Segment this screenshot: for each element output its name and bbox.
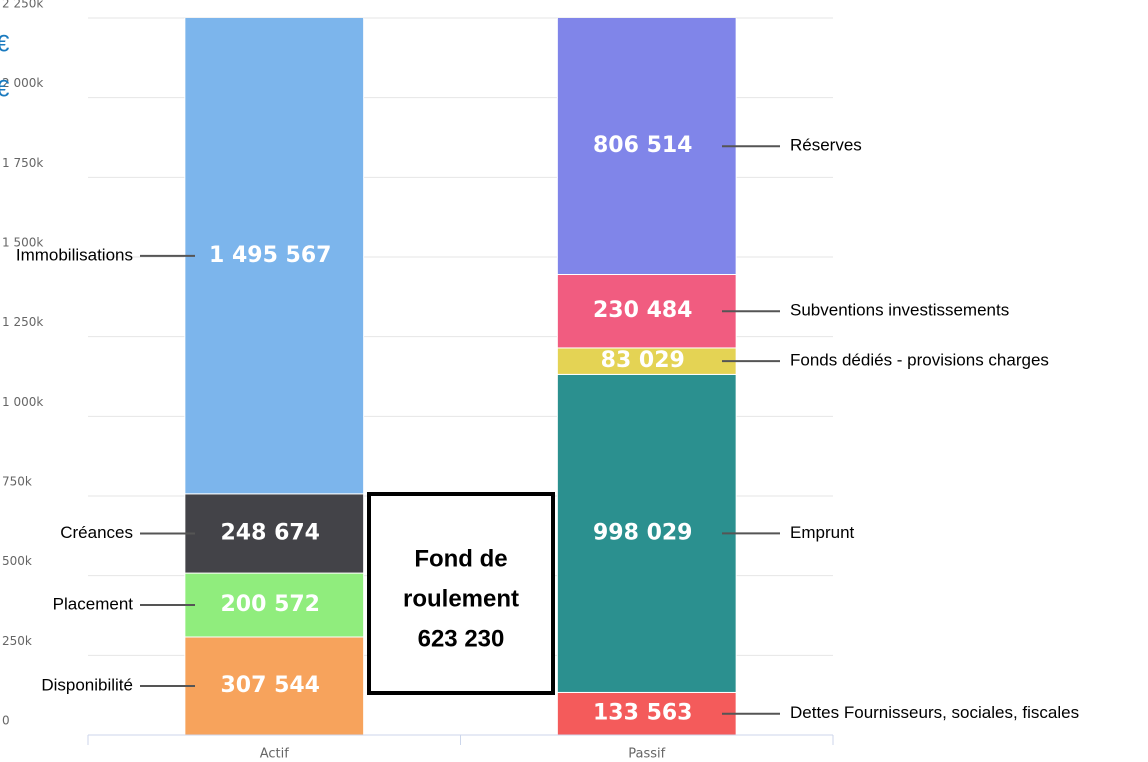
data-label: 806 514 (593, 133, 693, 158)
foreground: Actif Passif Disponibilité Placement Créance… (16, 136, 1079, 762)
data-label: 83 029 (601, 348, 685, 373)
series-name: Dettes Fournisseurs, sociales, fiscales (790, 703, 1079, 722)
series-name: Fonds dédiés - provisions charges (790, 351, 1049, 370)
bar-segment (556, 18, 737, 275)
y-tick-label: 500k (2, 554, 32, 568)
y-tick-label: 1 250k (2, 315, 43, 329)
series-name: Disponibilité (41, 675, 133, 694)
x-tick-label: Actif (260, 747, 290, 762)
data-label: 133 563 (593, 701, 693, 726)
y-tick-label: 750k (2, 475, 32, 489)
series-name: Placement (53, 595, 134, 614)
y-tick-label: 1 500k (2, 236, 43, 250)
data-label: 230 484 (593, 298, 693, 323)
series-name: Immobilisations (16, 245, 133, 264)
y-tick-label: 1 000k (2, 395, 43, 409)
bar-segment (184, 18, 365, 495)
annotation-text: 623 230 (418, 625, 505, 652)
series-name: Réserves (790, 136, 862, 155)
data-label: 307 544 (220, 673, 320, 698)
y-tick-label: 1 750k (2, 156, 43, 170)
y-tick-label: 250k (2, 634, 32, 648)
data-label: 248 674 (220, 520, 320, 545)
bar-segment (556, 273, 737, 349)
series-name: Emprunt (790, 523, 855, 542)
y-tick-label: 2 000k (2, 76, 43, 90)
data-label: 1 495 567 (209, 243, 331, 268)
y-tick-label: 2 250k (2, 0, 43, 11)
currency-mark: € (0, 30, 10, 57)
currency-mark: € (0, 75, 10, 102)
annotation-text: Fond de (414, 545, 507, 572)
y-tick-label: 0 (2, 714, 10, 728)
bar-segment (184, 636, 365, 736)
bar-segment (556, 373, 737, 693)
bars: 307 544 200 572 248 674 1 495 567 133 563 998… (184, 18, 737, 736)
data-label: 998 029 (593, 520, 693, 545)
annotation-text: roulement (403, 585, 519, 612)
annotation-box (367, 492, 555, 695)
series-name: Créances (60, 523, 133, 542)
data-label: 200 572 (220, 592, 320, 617)
x-tick-label: Passif (628, 747, 665, 762)
series-name: Subventions investissements (790, 301, 1009, 320)
